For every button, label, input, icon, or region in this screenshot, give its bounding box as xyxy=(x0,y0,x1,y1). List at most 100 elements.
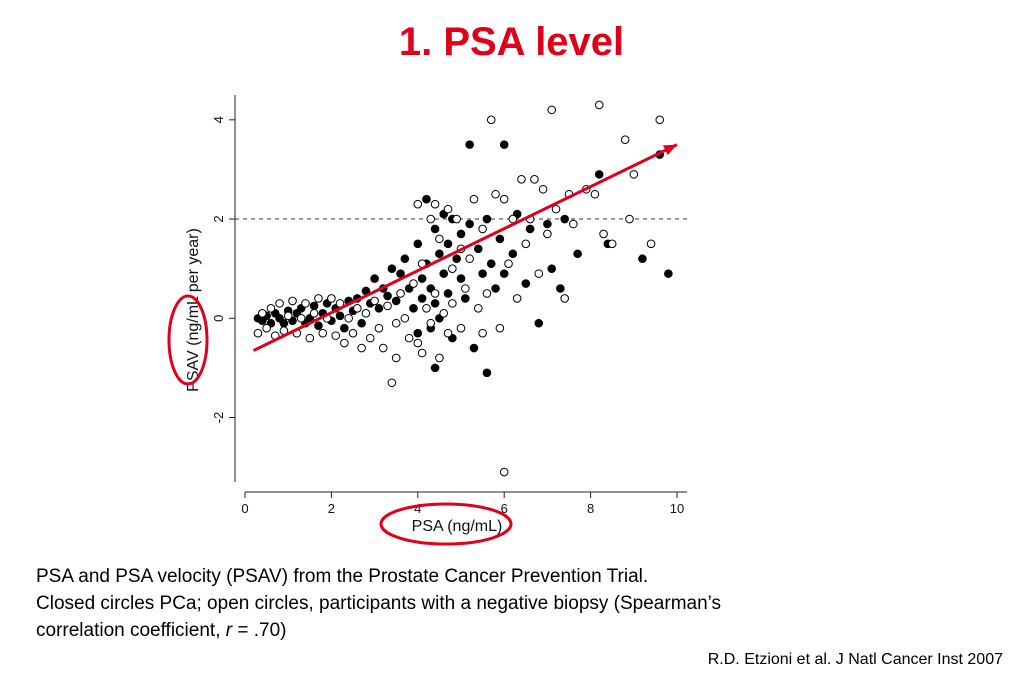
open-circle-point xyxy=(551,204,561,214)
closed-circle-point xyxy=(534,318,544,328)
open-circle-point xyxy=(314,294,323,303)
closed-circle-point xyxy=(443,239,453,249)
closed-circle-point xyxy=(521,279,531,288)
caption-line-3-prefix: correlation coefficient, xyxy=(36,620,226,641)
ylabel-highlight-ellipse xyxy=(167,294,209,386)
open-circle-point xyxy=(318,328,328,338)
open-circle-point xyxy=(283,311,293,321)
closed-circle-point xyxy=(508,249,518,259)
closed-circle-point xyxy=(357,318,366,328)
open-circle-point xyxy=(443,328,453,338)
open-circle-point xyxy=(391,318,401,328)
open-circle-point xyxy=(396,289,405,298)
closed-circle-point xyxy=(495,234,505,244)
open-circle-point xyxy=(361,309,371,318)
chart-axes: 0 2 4 6 8 10 -2 0 2 4 xyxy=(211,95,687,516)
closed-circle-point xyxy=(638,254,647,264)
open-circle-point xyxy=(521,239,531,249)
closed-circle-point xyxy=(491,284,500,293)
x-tick-label: 8 xyxy=(587,501,594,516)
open-circle-point xyxy=(439,309,449,318)
x-tick-label: 2 xyxy=(328,501,335,516)
open-circle-point xyxy=(348,328,358,338)
closed-circle-point xyxy=(525,224,535,234)
citation: R.D. Etzioni et al. J Natl Cancer Inst 2… xyxy=(707,651,1003,668)
trend-arrow-head xyxy=(663,144,677,156)
open-circle-point xyxy=(478,328,487,338)
open-circle-point xyxy=(262,323,271,333)
y-tick-label: -2 xyxy=(211,412,226,424)
open-circle-point xyxy=(452,214,461,224)
closed-circle-point xyxy=(370,274,379,283)
closed-circle-point xyxy=(486,259,496,268)
open-circle-point xyxy=(288,296,297,306)
open-circle-point xyxy=(495,323,505,333)
closed-circle-point xyxy=(594,170,604,179)
y-axis-label: PSAV (ng/mL per year) xyxy=(185,228,202,392)
open-circle-point xyxy=(491,189,500,199)
open-circle-point xyxy=(620,135,630,144)
closed-circle-point xyxy=(465,219,474,229)
open-circle-point xyxy=(391,353,401,363)
open-circle-point xyxy=(357,343,366,353)
open-circle-point xyxy=(569,219,578,229)
trend-arrow-layer xyxy=(252,143,678,352)
closed-circle-point xyxy=(556,284,565,293)
open-circle-point xyxy=(417,348,427,358)
closed-circle-point xyxy=(499,269,509,278)
closed-circle-point xyxy=(469,343,479,353)
caption-line-3-suffix: = .70) xyxy=(232,620,287,641)
open-circle-point xyxy=(387,378,397,388)
x-tick-label: 10 xyxy=(670,501,684,516)
closed-circle-point xyxy=(409,304,418,313)
open-circle-point xyxy=(543,229,552,239)
open-circle-point xyxy=(461,284,470,293)
open-circle-point xyxy=(309,309,319,318)
closed-circle-point xyxy=(439,269,449,278)
closed-circle-point xyxy=(387,264,397,273)
closed-circle-point xyxy=(452,254,461,264)
open-circle-point xyxy=(430,289,440,298)
closed-circle-point xyxy=(560,214,569,224)
open-circle-point xyxy=(331,331,341,340)
trend-arrow-line xyxy=(252,143,678,352)
open-circle-point xyxy=(370,296,379,306)
open-circle-point xyxy=(327,294,336,303)
open-circle-point xyxy=(426,214,436,224)
open-circle-point xyxy=(607,239,617,249)
open-circle-point xyxy=(560,294,569,303)
open-circle-point xyxy=(538,184,548,194)
closed-circle-point xyxy=(465,140,474,149)
caption-line-2: Closed circles PCa; open circles, partic… xyxy=(36,593,722,614)
open-circle-point xyxy=(448,264,457,273)
open-circle-point xyxy=(365,333,375,343)
open-circle-point xyxy=(340,338,349,348)
open-circle-point xyxy=(443,204,453,214)
open-circle-point xyxy=(590,189,600,199)
closed-circle-point xyxy=(664,269,673,278)
open-circle-point xyxy=(353,304,362,313)
open-circle-point xyxy=(378,343,388,353)
open-circle-point xyxy=(253,328,263,338)
open-circle-point xyxy=(486,115,496,125)
closed-circle-point xyxy=(478,269,487,278)
closed-circle-point xyxy=(417,274,427,283)
closed-circle-point xyxy=(340,323,349,333)
open-circle-point xyxy=(266,304,276,313)
open-circle-point xyxy=(534,269,544,278)
open-circle-point xyxy=(422,304,431,313)
closed-circle-point xyxy=(499,140,509,149)
closed-circle-point xyxy=(461,294,470,303)
x-tick-label: 6 xyxy=(501,501,508,516)
figure-caption: PSA and PSA velocity (PSAV) from the Pro… xyxy=(36,563,996,644)
closed-circle-point xyxy=(482,214,492,224)
open-circle-point xyxy=(530,175,539,184)
closed-circle-point xyxy=(473,244,483,254)
closed-circle-point xyxy=(417,294,427,303)
x-tick-label: 4 xyxy=(414,501,421,516)
open-circle-point xyxy=(435,234,444,244)
caption-line-3: correlation coefficient, r = .70) xyxy=(36,617,996,644)
closed-circle-point xyxy=(413,239,423,249)
open-circle-point xyxy=(499,467,509,477)
open-circle-point xyxy=(435,353,444,363)
